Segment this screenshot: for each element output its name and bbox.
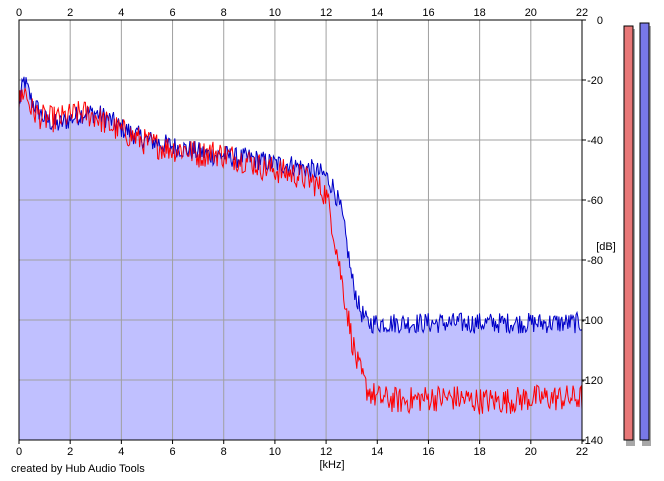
y-tick-label: -20 <box>587 75 603 87</box>
x-tick-label-top: 18 <box>474 7 486 19</box>
x-tick-label-top: 12 <box>320 7 332 19</box>
x-axis-label: [kHz] <box>319 459 344 471</box>
x-tick-label-bottom: 10 <box>269 446 281 458</box>
x-tick-label-top: 14 <box>371 7 383 19</box>
y-tick-label: -40 <box>587 135 603 147</box>
series-line-red <box>18 87 583 415</box>
x-tick-label-bottom: 0 <box>16 446 22 458</box>
x-tick-label-top: 10 <box>269 7 281 19</box>
level-meter-bar <box>623 25 634 441</box>
x-tick-label-top: 16 <box>422 7 434 19</box>
x-tick-label-bottom: 4 <box>118 446 124 458</box>
x-tick-label-bottom: 18 <box>474 446 486 458</box>
x-tick-label-bottom: 12 <box>320 446 332 458</box>
x-tick-label-bottom: 8 <box>221 446 227 458</box>
x-tick-label-bottom: 14 <box>371 446 383 458</box>
spectrum-area-fill <box>19 76 582 441</box>
series-line-blue-overlay <box>18 76 583 334</box>
spectrum-fill-layer <box>19 76 582 441</box>
x-tick-label-top: 2 <box>67 7 73 19</box>
axis-layer: 002244668810101212141416161818202022220-… <box>16 7 603 458</box>
y-tick-label: -80 <box>587 255 603 267</box>
x-tick-label-top: 20 <box>525 7 537 19</box>
y-tick-label: -100 <box>581 315 603 327</box>
level-meter-bar <box>639 22 650 441</box>
y-tick-label: -140 <box>581 435 603 447</box>
plot-frame <box>18 19 583 441</box>
x-tick-label-bottom: 20 <box>525 446 537 458</box>
x-tick-label-bottom: 2 <box>67 446 73 458</box>
y-tick-label: 0 <box>597 15 603 27</box>
y-tick-label: -120 <box>581 375 603 387</box>
x-tick-label-top: 0 <box>16 7 22 19</box>
x-tick-label-bottom: 22 <box>576 446 588 458</box>
y-tick-label: -60 <box>587 195 603 207</box>
credit-text: created by Hub Audio Tools <box>11 463 145 475</box>
x-tick-label-bottom: 16 <box>422 446 434 458</box>
y-axis-label: [dB] <box>596 241 616 253</box>
series-layer <box>18 76 583 415</box>
x-tick-label-top: 4 <box>118 7 124 19</box>
x-tick-label-top: 6 <box>169 7 175 19</box>
x-tick-label-top: 8 <box>221 7 227 19</box>
x-tick-label-bottom: 6 <box>169 446 175 458</box>
x-tick-label-top: 22 <box>576 7 588 19</box>
level-meters <box>623 22 651 446</box>
